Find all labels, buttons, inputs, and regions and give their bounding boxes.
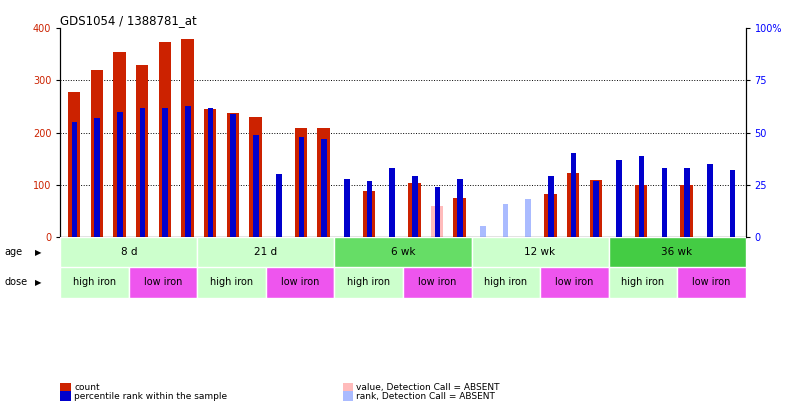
Bar [540, 267, 609, 298]
Bar [593, 181, 599, 237]
Bar [434, 187, 440, 237]
Text: low iron: low iron [692, 277, 730, 288]
Text: high iron: high iron [73, 277, 116, 288]
Bar [589, 179, 602, 237]
Text: 12 wk: 12 wk [525, 247, 555, 257]
Bar [472, 267, 540, 298]
Bar [249, 117, 262, 237]
Bar [94, 118, 100, 237]
Bar [635, 185, 647, 237]
Text: GDS1054 / 1388781_at: GDS1054 / 1388781_at [60, 14, 197, 27]
Bar [412, 177, 418, 237]
Bar [136, 65, 148, 237]
Bar [662, 168, 667, 237]
Bar [197, 237, 334, 267]
Text: ▶: ▶ [35, 278, 42, 287]
Bar [129, 267, 197, 298]
Bar [208, 108, 214, 237]
Text: 36 wk: 36 wk [662, 247, 692, 257]
Bar [334, 267, 403, 298]
Bar [276, 174, 281, 237]
Bar [204, 109, 217, 237]
Bar [295, 128, 307, 237]
Bar [68, 92, 81, 237]
Text: 6 wk: 6 wk [391, 247, 415, 257]
Text: high iron: high iron [484, 277, 527, 288]
Bar [90, 70, 103, 237]
Bar [544, 194, 557, 237]
Text: count: count [74, 384, 100, 392]
Bar [197, 267, 266, 298]
Bar [60, 237, 197, 267]
Bar [609, 237, 746, 267]
Bar [677, 267, 746, 298]
Text: 21 d: 21 d [255, 247, 277, 257]
Bar [639, 156, 645, 237]
Bar [318, 128, 330, 237]
Bar [472, 237, 609, 267]
Bar [298, 137, 304, 237]
Bar [609, 267, 677, 298]
Text: ▶: ▶ [35, 247, 42, 257]
Bar [567, 173, 580, 237]
Bar [181, 39, 193, 237]
Bar [707, 164, 713, 237]
Bar [548, 177, 554, 237]
Text: low iron: low iron [555, 277, 593, 288]
Bar [616, 160, 621, 237]
Bar [139, 108, 145, 237]
Bar [231, 114, 236, 237]
Bar [363, 191, 376, 237]
Bar [408, 183, 421, 237]
Text: age: age [4, 247, 22, 257]
Bar [266, 267, 334, 298]
Text: high iron: high iron [347, 277, 390, 288]
Text: high iron: high iron [210, 277, 253, 288]
Bar [226, 113, 239, 237]
Text: low iron: low iron [144, 277, 182, 288]
Bar [334, 237, 472, 267]
Bar [457, 179, 463, 237]
Bar [60, 267, 129, 298]
Text: low iron: low iron [418, 277, 456, 288]
Bar [72, 122, 77, 237]
Bar [159, 43, 171, 237]
Bar [526, 199, 531, 237]
Bar [113, 52, 126, 237]
Text: low iron: low iron [281, 277, 319, 288]
Text: 8 d: 8 d [121, 247, 137, 257]
Text: rank, Detection Call = ABSENT: rank, Detection Call = ABSENT [356, 392, 495, 401]
Bar [454, 198, 466, 237]
Bar [684, 168, 690, 237]
Bar [403, 267, 472, 298]
Bar [322, 139, 327, 237]
Bar [344, 179, 350, 237]
Text: high iron: high iron [621, 277, 664, 288]
Bar [480, 226, 486, 237]
Bar [680, 185, 693, 237]
Bar [729, 170, 735, 237]
Bar [389, 168, 395, 237]
Bar [571, 153, 576, 237]
Bar [430, 206, 443, 237]
Bar [367, 181, 372, 237]
Text: value, Detection Call = ABSENT: value, Detection Call = ABSENT [356, 384, 500, 392]
Bar [503, 204, 509, 237]
Bar [163, 108, 168, 237]
Bar [185, 106, 191, 237]
Bar [253, 135, 259, 237]
Bar [117, 112, 123, 237]
Text: dose: dose [4, 277, 27, 288]
Text: percentile rank within the sample: percentile rank within the sample [74, 392, 227, 401]
